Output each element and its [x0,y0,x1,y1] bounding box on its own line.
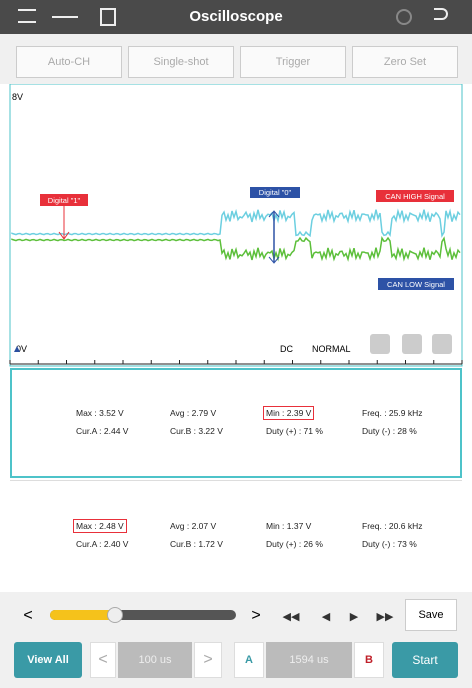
measurement: Duty (+) : 26 % [266,539,323,549]
time-a-next[interactable]: > [194,642,222,678]
title: Oscilloscope [189,8,283,25]
panel[interactable] [10,480,462,590]
fast-forward[interactable]: ▶▶ [376,610,394,623]
time-a: 100 us [118,642,192,678]
scope-tool[interactable] [432,334,452,354]
waveform [11,235,461,262]
mode: NORMAL [312,344,351,354]
coupling: DC [280,344,293,354]
annotation: Digital "1" [48,196,81,205]
measurement: Avg : 2.07 V [170,521,217,531]
start-button[interactable]: Start [392,642,458,678]
scope-tool[interactable] [402,334,422,354]
view-all-button[interactable]: View All [14,642,82,678]
refresh-icon[interactable] [396,9,412,25]
measurement: Duty (+) : 71 % [266,426,323,436]
measurement: Duty (-) : 73 % [362,539,417,549]
settings-icon[interactable] [18,9,36,23]
waveform [11,208,461,238]
next[interactable]: > [251,607,261,624]
measurement: Avg : 2.79 V [170,408,217,418]
step-forward[interactable]: ▶ [349,610,359,623]
slider-track[interactable] [50,610,236,620]
measurement: Min : 1.37 V [266,521,312,531]
cursor-b[interactable]: B [354,642,384,678]
rewind[interactable]: ◀◀ [282,610,300,623]
save-button[interactable]: Save [405,599,457,631]
time-b: 1594 us [266,642,352,678]
time-a-prev[interactable]: < [90,642,116,678]
step-back[interactable]: ◀ [321,610,331,623]
scope: 8V 0V DC NORMAL Digital "1" Digital "0" … [9,84,463,367]
cursor-a[interactable]: A [234,642,264,678]
toolbar-button[interactable]: Auto-CH [16,46,122,78]
scope-tool[interactable] [370,334,390,354]
toolbar-button[interactable]: Zero Set [352,46,458,78]
toolbar-button[interactable]: Trigger [240,46,346,78]
annotation: CAN HIGH Signal [385,192,445,201]
trigger-icon[interactable] [52,16,78,18]
prev[interactable]: < [23,607,33,624]
measurement: Cur.B : 1.72 V [170,539,223,549]
top-bar [0,0,472,34]
measurement: Max : 2.48 V [73,519,127,533]
top-label: 8V [12,92,23,102]
back-icon[interactable] [434,8,448,20]
annotation: CAN LOW Signal [387,280,445,289]
measurement: Cur.B : 3.22 V [170,426,223,436]
measurement: Duty (-) : 28 % [362,426,417,436]
panel[interactable] [10,368,462,478]
save-icon[interactable] [100,8,116,26]
slider-fill [50,610,116,620]
measurement: Freq. : 25.9 kHz [362,408,423,418]
measurement: Min : 2.39 V [263,406,315,420]
annotation: Digital "0" [259,188,292,197]
measurement: Cur.A : 2.44 V [76,426,129,436]
measurement: Freq. : 20.6 kHz [362,521,423,531]
slider-thumb[interactable] [107,607,123,623]
measurement: Max : 3.52 V [76,408,124,418]
measurement: Cur.A : 2.40 V [76,539,129,549]
bottom-label: 0V [16,344,27,354]
toolbar-button[interactable]: Single-shot [128,46,234,78]
